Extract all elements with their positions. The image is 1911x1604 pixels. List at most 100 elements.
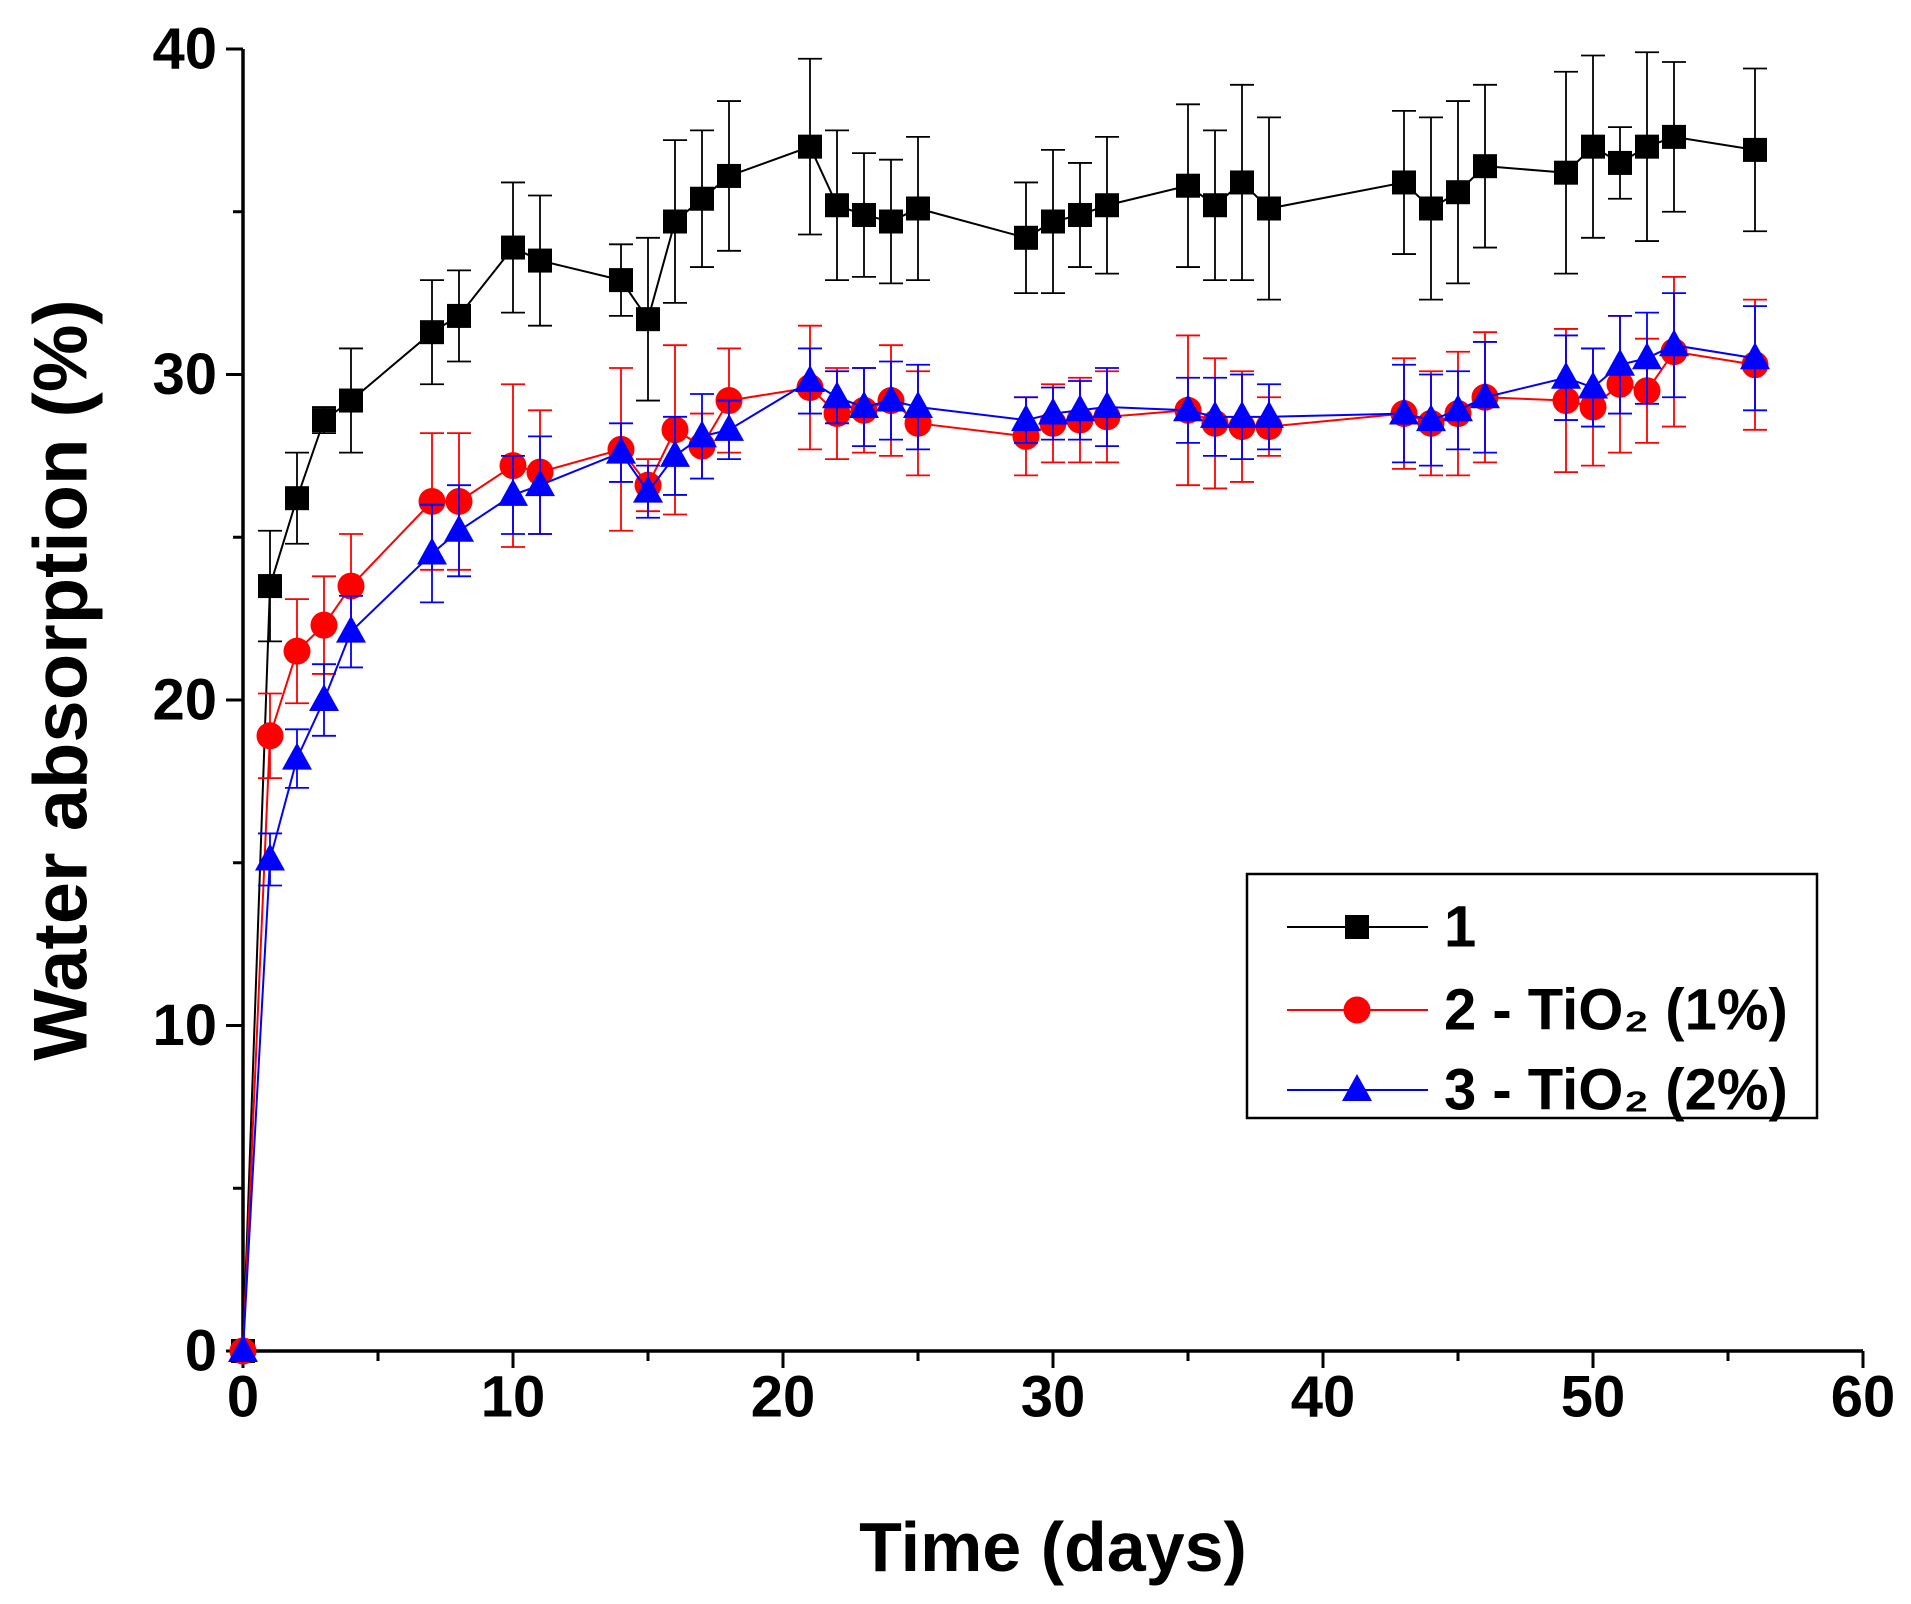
series-1-point bbox=[528, 248, 552, 273]
x-tick-label: 30 bbox=[1021, 1365, 1086, 1430]
series-3-point bbox=[1011, 404, 1041, 432]
y-tick-label: 10 bbox=[152, 993, 217, 1058]
y-tick-label: 40 bbox=[152, 17, 217, 82]
series-1-point bbox=[690, 186, 714, 211]
series-2-point bbox=[337, 572, 365, 600]
series-3-point bbox=[606, 436, 636, 464]
series-3-point bbox=[1470, 381, 1500, 409]
plot-area bbox=[228, 51, 1770, 1365]
x-axis-label: Time (days) bbox=[859, 1508, 1247, 1586]
series-1-point bbox=[1257, 196, 1281, 221]
legend-label: 2 - TiO₂ (1%) bbox=[1444, 978, 1788, 1043]
series-1-point bbox=[1446, 180, 1470, 205]
series-3-point bbox=[417, 537, 447, 565]
series-1-point bbox=[1095, 193, 1119, 218]
series-3-point bbox=[336, 615, 366, 643]
series-3-point bbox=[1254, 400, 1284, 428]
series-1-point bbox=[1014, 225, 1038, 250]
series-3-point bbox=[1389, 397, 1419, 425]
y-tick-label: 20 bbox=[152, 668, 217, 733]
series-3-point bbox=[714, 413, 744, 441]
series-3-point bbox=[1551, 361, 1581, 389]
series-3-point bbox=[903, 391, 933, 419]
legend-marker bbox=[1345, 915, 1369, 939]
y-tick-label: 30 bbox=[152, 342, 217, 407]
series-1-point bbox=[312, 408, 336, 433]
legend-entry-2: 2 - TiO₂ (1%) bbox=[1287, 978, 1788, 1043]
legend-label: 1 bbox=[1444, 895, 1476, 960]
legend-label: 3 - TiO₂ (2%) bbox=[1444, 1058, 1788, 1123]
series-3-point bbox=[687, 420, 717, 448]
series-1-point bbox=[1203, 193, 1227, 218]
series-3-point bbox=[498, 478, 528, 506]
y-tick-label: 0 bbox=[185, 1319, 217, 1384]
series-1-point bbox=[1581, 134, 1605, 159]
series-3-point bbox=[849, 391, 879, 419]
series-3-point bbox=[822, 381, 852, 409]
series-1-point bbox=[420, 320, 444, 345]
series-1-point bbox=[609, 268, 633, 293]
series-1-point bbox=[825, 193, 849, 218]
series-3 bbox=[228, 292, 1770, 1362]
series-3-point bbox=[1065, 394, 1095, 422]
series-1-point bbox=[1608, 150, 1632, 175]
x-tick-label: 60 bbox=[1831, 1365, 1896, 1430]
series-1-point bbox=[1230, 170, 1254, 195]
legend-box bbox=[1245, 872, 1819, 1120]
series-1-point bbox=[501, 235, 525, 260]
series-3-point bbox=[1416, 404, 1446, 432]
x-tick-label: 20 bbox=[751, 1365, 816, 1430]
series-1-point bbox=[1635, 134, 1659, 159]
series-3-point bbox=[1038, 397, 1068, 425]
series-3-point bbox=[444, 514, 474, 542]
legend-entry-3: 3 - TiO₂ (2%) bbox=[1287, 1058, 1788, 1123]
series-2-point bbox=[256, 722, 284, 750]
series-3-point bbox=[1605, 348, 1635, 376]
series-3-point bbox=[1578, 371, 1608, 399]
series-1-point bbox=[285, 486, 309, 511]
series-1-point bbox=[1041, 209, 1065, 234]
series-1-point bbox=[636, 307, 660, 332]
series-1-point bbox=[1176, 173, 1200, 198]
series-1-point bbox=[339, 388, 363, 413]
series-3-point bbox=[633, 475, 663, 503]
series-1-point bbox=[1473, 154, 1497, 179]
series-3-point bbox=[876, 384, 906, 412]
series-3-point bbox=[660, 439, 690, 467]
series-1-point bbox=[879, 209, 903, 234]
series-3-point bbox=[228, 1335, 258, 1362]
series-1 bbox=[231, 51, 1767, 1363]
legend: 1 2 - TiO₂ (1%) 3 - TiO₂ (2%) bbox=[1245, 872, 1819, 1123]
series-3-point bbox=[795, 365, 825, 393]
series-2-point bbox=[283, 637, 311, 665]
x-tick-label: 50 bbox=[1561, 1365, 1626, 1430]
series-3-point bbox=[1659, 329, 1689, 357]
series-3-point bbox=[1632, 342, 1662, 370]
series-1-point bbox=[798, 134, 822, 159]
series-3-point bbox=[309, 684, 339, 711]
series-3-point bbox=[1092, 391, 1122, 419]
series-1-point bbox=[447, 303, 471, 328]
series-2-point bbox=[418, 487, 446, 515]
series-1-point bbox=[1662, 124, 1686, 149]
series-3-point bbox=[1443, 394, 1473, 422]
series-1-point bbox=[1743, 137, 1767, 162]
series-3-point bbox=[282, 742, 312, 770]
series-1-point bbox=[852, 203, 876, 228]
legend-entry-1: 1 bbox=[1287, 895, 1476, 960]
series-1-point bbox=[258, 574, 282, 599]
x-tick-label: 40 bbox=[1291, 1365, 1356, 1430]
series-3-point bbox=[255, 843, 285, 871]
legend-marker bbox=[1343, 996, 1371, 1024]
series-1-point bbox=[1392, 170, 1416, 195]
series-3-point bbox=[525, 469, 555, 497]
series-1-point bbox=[1068, 203, 1092, 228]
series-1-point bbox=[906, 196, 930, 221]
series-3-point bbox=[1200, 400, 1230, 428]
x-tick-label: 10 bbox=[481, 1365, 546, 1430]
series-1-point bbox=[1554, 160, 1578, 185]
series-1-point bbox=[663, 209, 687, 234]
series-3-point bbox=[1740, 342, 1770, 370]
